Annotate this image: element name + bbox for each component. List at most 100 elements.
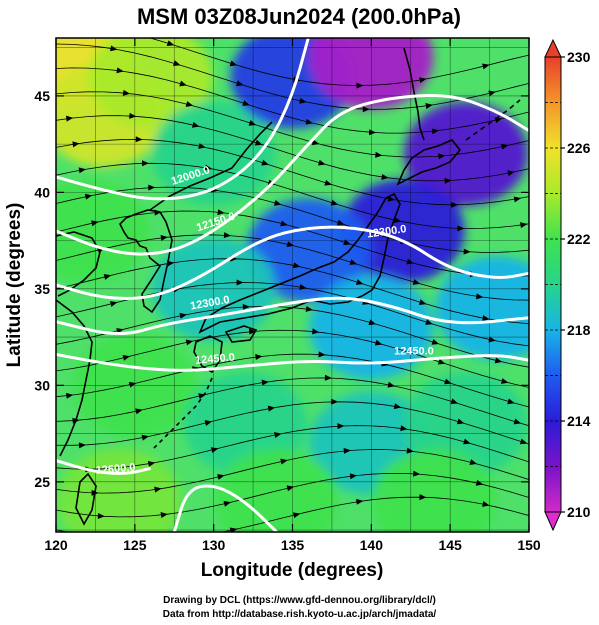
streamline-arrowhead	[104, 24, 112, 31]
temperature-sample-126-46	[88, 38, 213, 129]
streamline-arrowhead	[261, 159, 269, 166]
streamline-arrowhead	[292, 262, 301, 269]
streamline	[56, 496, 529, 532]
streamline-arrowhead	[513, 196, 522, 203]
colorbar-lower-extend-triangle	[544, 511, 562, 532]
temperature-sample-146-42	[403, 101, 528, 206]
streamline-arrowhead	[217, 474, 225, 480]
streamline-arrowhead	[482, 63, 490, 70]
streamline-arrowhead	[191, 121, 200, 128]
streamline-arrowhead	[242, 303, 250, 310]
streamline-arrowhead	[160, 512, 168, 518]
streamline-arrowhead	[129, 112, 137, 119]
streamline-arrowhead	[444, 177, 452, 184]
x-tick-label: 120	[44, 537, 68, 553]
streamline-arrowhead	[109, 301, 118, 307]
coastline-sakhalin	[403, 47, 425, 141]
streamline-arrowhead	[116, 67, 124, 74]
streamline-arrowhead	[507, 398, 515, 405]
coastline-taiwan	[75, 472, 97, 526]
contour-label: 12300.0	[366, 223, 407, 240]
temperature-sample-148-34	[435, 256, 529, 361]
streamline-arrowhead	[204, 420, 213, 426]
contour-label: 12450.0	[195, 351, 236, 366]
streamline-arrowhead	[387, 195, 395, 202]
streamline	[56, 353, 529, 408]
streamline-arrowhead	[135, 136, 143, 143]
streamline-arrowhead	[229, 60, 238, 67]
streamline-arrowhead	[280, 458, 288, 465]
streamline-arrowhead	[362, 106, 370, 113]
streamline-arrowhead	[438, 153, 446, 160]
streamline-arrowhead	[154, 486, 162, 493]
streamline-arrowhead	[520, 222, 528, 229]
height-contour-12450	[56, 296, 529, 335]
streamline-arrowhead	[488, 336, 496, 343]
chart-title: MSM 03Z08Jun2024 (200.0hPa)	[137, 4, 461, 29]
coastline-ryukyu	[151, 377, 213, 451]
streamline-arrowhead	[305, 118, 313, 125]
streamline-arrowhead	[406, 258, 414, 265]
colorbar-tick-label: 218	[567, 322, 591, 338]
streamline-arrowhead	[104, 536, 111, 543]
streamline-arrowhead	[311, 328, 320, 335]
y-axis-label: Latitude (degrees)	[4, 203, 25, 368]
coastline-shikoku	[224, 325, 258, 343]
streamline-arrowhead	[248, 119, 257, 126]
streamline-arrowhead	[217, 209, 225, 216]
coastline-kurils	[465, 99, 521, 141]
streamline-arrowhead	[457, 225, 465, 232]
streamline-arrowhead	[167, 536, 175, 543]
streamline-arrowhead	[255, 354, 263, 361]
streamline-arrowhead	[412, 279, 421, 285]
colorbar-tick-label: 210	[567, 504, 591, 520]
axis-ticks	[55, 38, 530, 532]
streamline-arrowhead	[343, 447, 351, 454]
streamline-arrowhead	[185, 339, 194, 346]
streamline-arrowhead	[254, 139, 263, 146]
streamline-arrowhead	[318, 159, 326, 166]
streamline-arrowhead	[488, 90, 496, 97]
streamline	[56, 425, 529, 470]
streamline-arrowhead	[400, 425, 408, 432]
streamline-arrowhead	[368, 129, 377, 136]
y-tick-label: 45	[34, 88, 50, 104]
height-contours	[56, 38, 529, 532]
streamline-arrowhead	[72, 141, 80, 148]
streamline-arrowhead	[110, 45, 118, 52]
streamline-arrowhead	[349, 473, 358, 480]
contour-label: 12600.0	[95, 461, 136, 476]
height-contour-12300	[56, 225, 529, 301]
credit-drawing: Drawing by DCL (https://www.gfd-dennou.o…	[163, 595, 436, 606]
streamline-arrowhead	[274, 432, 282, 438]
streamline-arrowhead	[122, 89, 131, 96]
streamline-arrowhead	[494, 357, 503, 364]
streamline-arrowhead	[324, 374, 332, 381]
streamline-arrowhead	[267, 405, 276, 412]
streamline-arrowhead	[299, 97, 307, 104]
streamline-arrowhead	[78, 442, 86, 449]
streamline	[56, 138, 529, 206]
height-contour-12000	[56, 38, 310, 201]
x-tick-label: 145	[438, 537, 462, 553]
streamline-arrowhead	[148, 184, 156, 191]
height-contour-12150	[56, 94, 529, 256]
streamline-arrowhead	[381, 174, 389, 181]
streamline-arrowhead	[292, 512, 301, 519]
streamline-arrowhead	[223, 500, 231, 507]
y-tick-label: 25	[34, 474, 50, 490]
colorbar-tick-label: 222	[567, 231, 591, 247]
streamline-arrowhead	[356, 498, 364, 505]
grid-lines	[56, 38, 529, 532]
streamline-arrowhead	[185, 101, 194, 107]
streamline-arrowhead	[343, 239, 351, 246]
streamline-arrowhead	[451, 201, 459, 208]
streamline-arrowhead	[236, 80, 244, 87]
streamline-arrowhead	[147, 460, 156, 467]
streamline-arrowhead	[324, 179, 332, 186]
streamline	[56, 186, 529, 253]
streamline-arrowhead	[437, 358, 446, 365]
streamline-arrowhead	[355, 279, 364, 285]
coastline-kyushu	[193, 335, 223, 374]
coastline-korea	[119, 209, 173, 314]
